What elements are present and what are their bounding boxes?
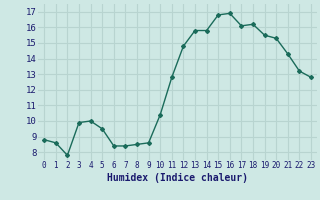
X-axis label: Humidex (Indice chaleur): Humidex (Indice chaleur): [107, 173, 248, 183]
